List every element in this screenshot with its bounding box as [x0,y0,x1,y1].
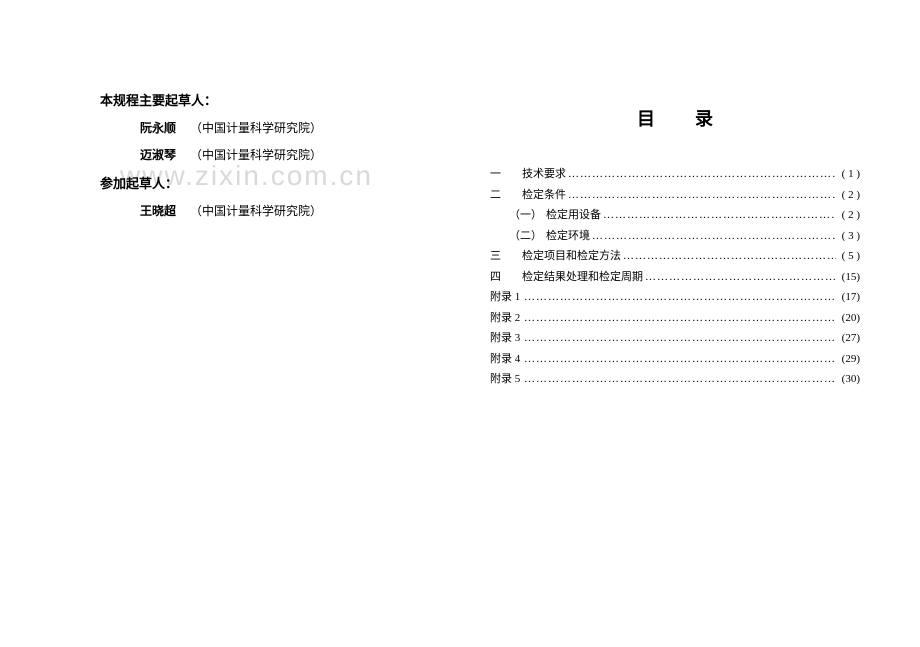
toc-number: 附录 4 [490,351,522,368]
toc-row: 附录 4…………………………………………………………………………………… (29) [490,351,860,368]
participating-authors-heading: 参加起草人： [100,173,420,192]
main-authors-heading: 本规程主要起草人： [100,90,420,109]
toc-leader-dots: …………………………………………………………………………………… [592,228,836,245]
toc-number: 三 [490,248,522,265]
toc-number: （二） [490,228,546,245]
toc-row: 附录 3…………………………………………………………………………………… (27) [490,330,860,347]
toc-page-number: ( 5 ) [842,248,860,265]
toc-row: 一技术要求…………………………………………………………………………………… ( 1… [490,166,860,183]
toc-row: （一）检定用设备……………………………………………………………………………………… [490,207,860,224]
author-name: 迈淑琴 [100,146,190,163]
toc-leader-dots: …………………………………………………………………………………… [524,330,836,347]
toc-leader-dots: …………………………………………………………………………………… [524,310,836,327]
left-page: 本规程主要起草人： 阮永顺 （中国计量科学研究院） 迈淑琴 （中国计量科学研究院… [100,90,420,229]
toc-leader-dots: …………………………………………………………………………………… [623,248,836,265]
author-name: 阮永顺 [100,119,190,136]
toc-number: 四 [490,269,522,286]
right-page: 目录 一技术要求……………………………………………………………………………………… [490,105,860,392]
toc-page-number: (15) [842,269,860,286]
toc-leader-dots: …………………………………………………………………………………… [645,269,836,286]
toc-title: 目录 [490,105,860,131]
toc-row: 四检定结果处理和检定周期…………………………………………………………………………… [490,269,860,286]
toc-page-number: ( 1 ) [842,166,860,183]
toc-list: 一技术要求……………………………………………………………………………………( 1… [490,166,860,388]
toc-leader-dots: …………………………………………………………………………………… [524,371,836,388]
toc-leader-dots: …………………………………………………………………………………… [568,187,836,204]
toc-leader-dots: …………………………………………………………………………………… [568,166,836,183]
toc-label: 检定条件 [522,187,566,204]
toc-leader-dots: …………………………………………………………………………………… [603,207,836,224]
author-row: 阮永顺 （中国计量科学研究院） [100,119,420,136]
toc-page-number: (30) [842,371,860,388]
author-row: 王晓超 （中国计量科学研究院） [100,202,420,219]
author-name: 王晓超 [100,202,190,219]
author-affiliation: （中国计量科学研究院） [190,202,420,219]
author-affiliation: （中国计量科学研究院） [190,146,420,163]
toc-number: 二 [490,187,522,204]
toc-row: 附录 5…………………………………………………………………………………… (30) [490,371,860,388]
toc-page-number: (20) [842,310,860,327]
toc-label: 检定结果处理和检定周期 [522,269,643,286]
toc-row: （二）检定环境…………………………………………………………………………………… (… [490,228,860,245]
toc-label: 检定项目和检定方法 [522,248,621,265]
toc-row: 附录 2…………………………………………………………………………………… (20) [490,310,860,327]
toc-number: 一 [490,166,522,183]
author-row: 迈淑琴 （中国计量科学研究院） [100,146,420,163]
toc-label: 检定用设备 [546,207,601,224]
toc-label: 检定环境 [546,228,590,245]
toc-number: 附录 5 [490,371,522,388]
toc-page-number: ( 2 ) [842,207,860,224]
author-affiliation: （中国计量科学研究院） [190,119,420,136]
toc-number: 附录 1 [490,289,522,306]
toc-page-number: (29) [842,351,860,368]
toc-row: 附录 1…………………………………………………………………………………… (17) [490,289,860,306]
toc-page-number: ( 2 ) [842,187,860,204]
toc-label: 技术要求 [522,166,566,183]
toc-row: 二检定条件…………………………………………………………………………………… ( 2… [490,187,860,204]
toc-page-number: (17) [842,289,860,306]
toc-number: （一） [490,207,546,224]
toc-page-number: ( 3 ) [842,228,860,245]
toc-page-number: (27) [842,330,860,347]
toc-leader-dots: …………………………………………………………………………………… [524,351,836,368]
toc-leader-dots: …………………………………………………………………………………… [524,289,836,306]
toc-number: 附录 2 [490,310,522,327]
toc-row: 三检定项目和检定方法………………………………………………………………………………… [490,248,860,265]
toc-number: 附录 3 [490,330,522,347]
